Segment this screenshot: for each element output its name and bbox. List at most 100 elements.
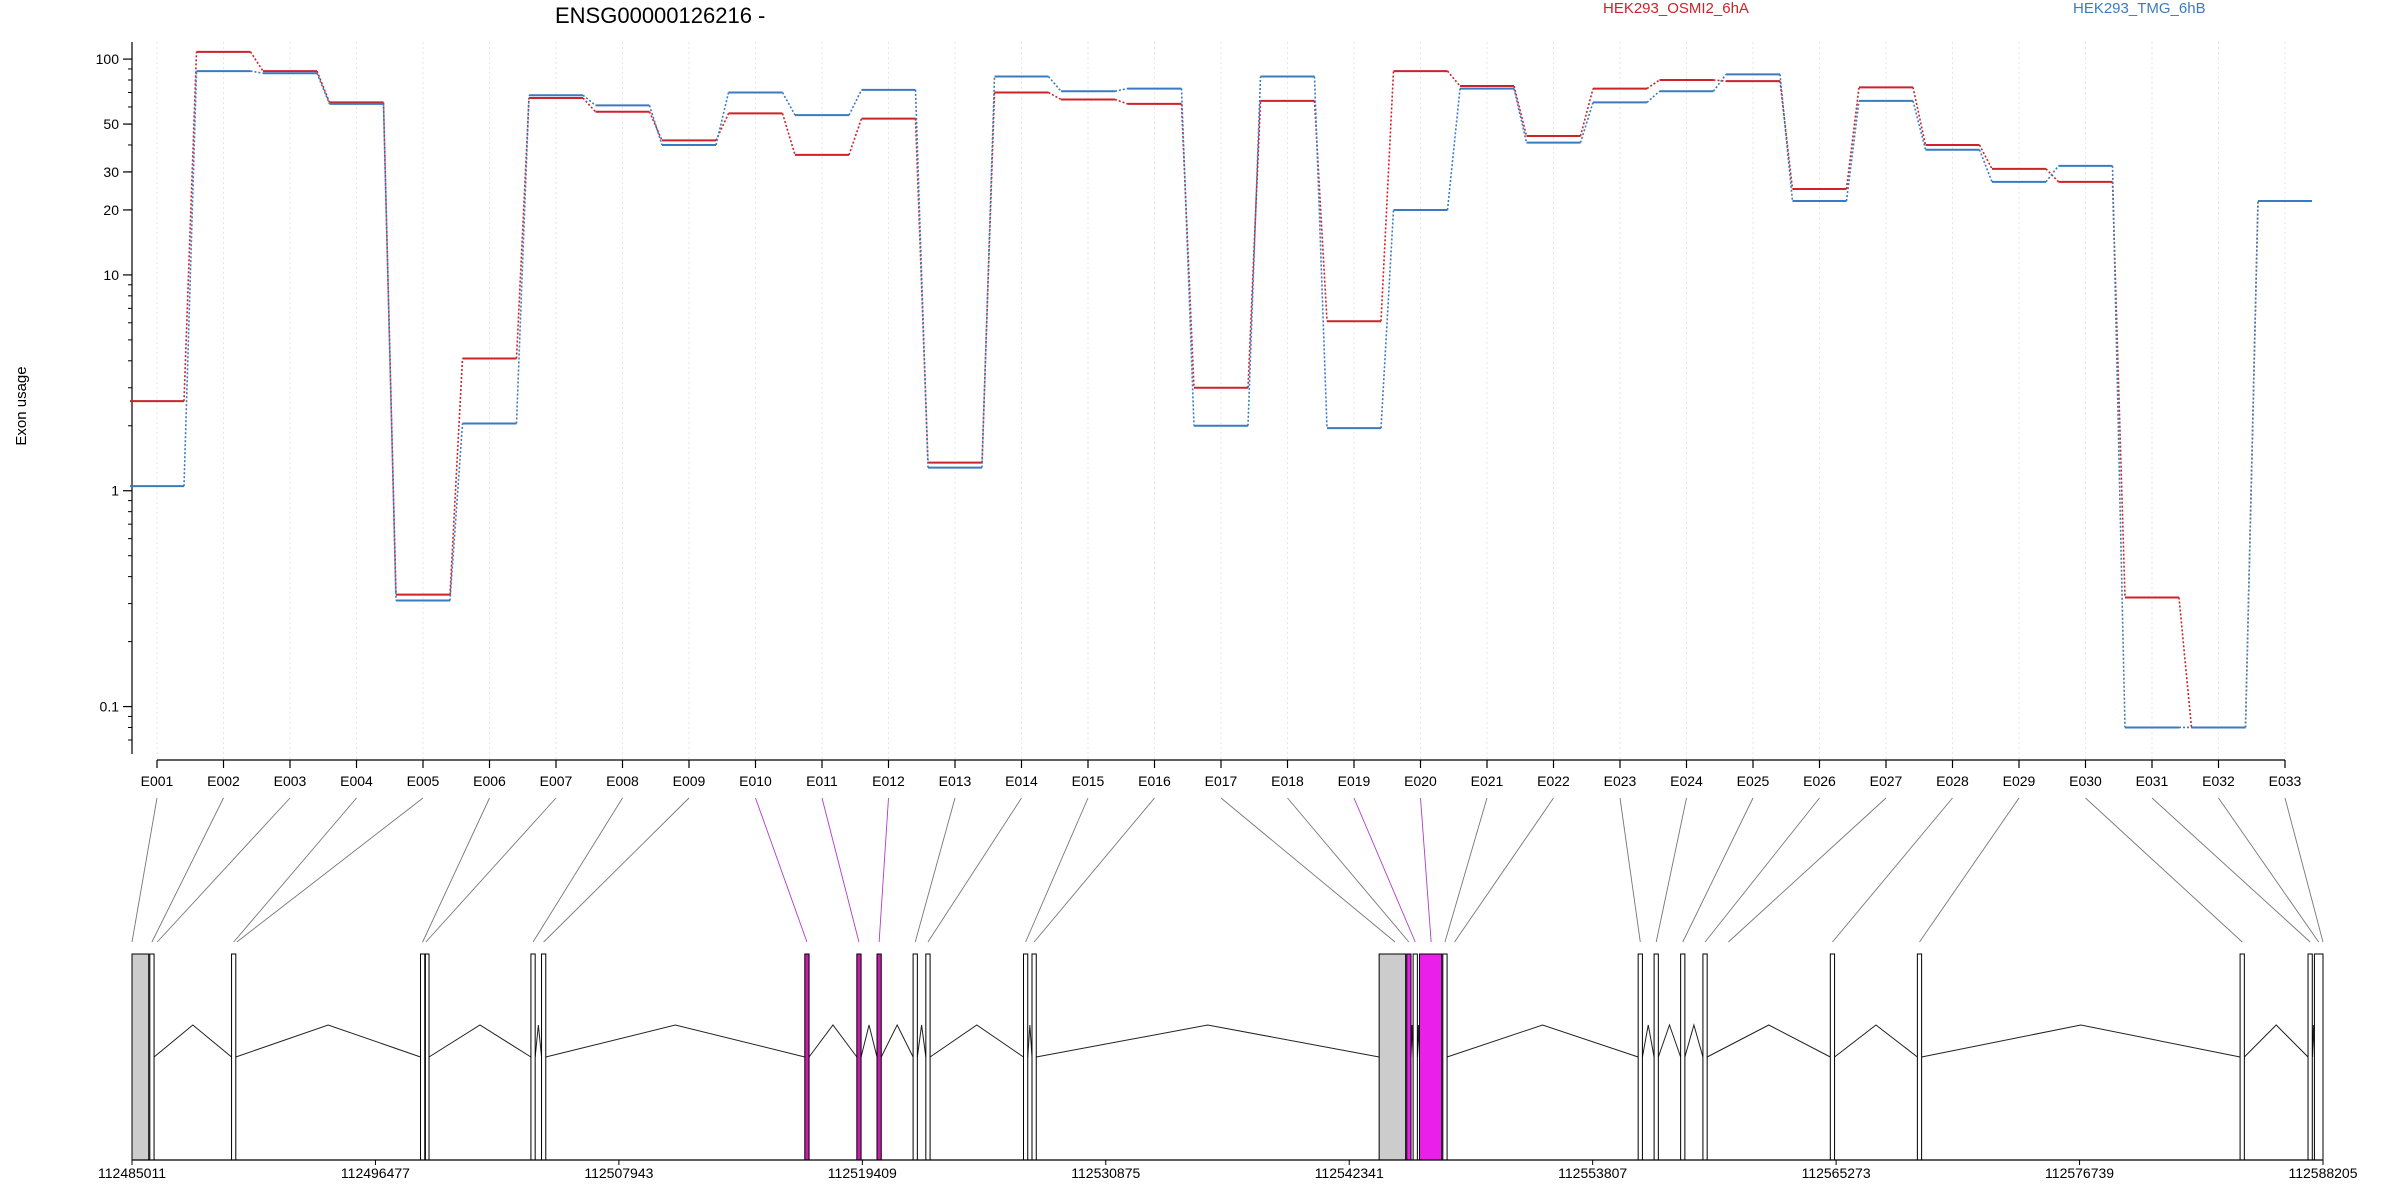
x-tick-label: E026: [1803, 773, 1836, 789]
series-connector: [1047, 76, 1062, 92]
exon-connector: [1454, 797, 1554, 943]
series-connector: [449, 358, 464, 595]
exon-connector: [2151, 797, 2311, 943]
x-tick-label: E029: [2003, 773, 2036, 789]
series-connector: [1513, 88, 1528, 143]
x-tick-label: E009: [673, 773, 706, 789]
exon-connector: [131, 797, 158, 943]
series-connector: [250, 70, 264, 75]
series-connector: [2244, 200, 2259, 728]
exon-connector: [1033, 797, 1155, 943]
exon-box: [131, 953, 150, 1161]
exon-box: [1637, 953, 1643, 1161]
x-tick-label: E014: [1005, 773, 1038, 789]
genomic-axis: 112485011 112496477 112507943 112519409 1125…: [98, 1159, 2358, 1181]
series-connector: [249, 51, 264, 72]
x-tick-label: E005: [407, 773, 440, 789]
x-tick-label: E001: [141, 773, 174, 789]
series-connector: [2178, 597, 2193, 728]
series-connector: [1579, 102, 1594, 143]
exon-connector: [151, 797, 224, 943]
intron-line: [235, 1024, 421, 1058]
exon-connector: [236, 797, 424, 943]
legend-entry-tmg: HEK293_TMG_6hB: [2073, 0, 2206, 17]
intron-line: [534, 1024, 543, 1058]
x-tick-label: E018: [1271, 773, 1304, 789]
intron-line: [929, 1024, 1024, 1058]
x-tick-label: E024: [1670, 773, 1703, 789]
y-tick-label: 0.1: [100, 699, 120, 715]
series-connector: [1646, 90, 1661, 103]
exon-box: [1031, 953, 1037, 1161]
x-tick-label: E027: [1870, 773, 1903, 789]
x-tick-label: E022: [1537, 773, 1570, 789]
y-tick-label: 10: [103, 267, 119, 283]
x-tick-label: E008: [606, 773, 639, 789]
exon-box: [1653, 953, 1659, 1161]
series-connector: [648, 111, 663, 141]
exon-connector: [156, 797, 291, 943]
intron-line: [880, 1023, 914, 1058]
intron-line: [545, 1024, 805, 1058]
intron-line: [916, 1024, 927, 1058]
y-tick-label: 30: [103, 164, 119, 180]
exon-connector: [1353, 797, 1416, 943]
series-connector: [2045, 168, 2060, 183]
x-tick-label: E015: [1072, 773, 1105, 789]
intron-line: [1657, 1023, 1682, 1058]
series-connector: [848, 118, 863, 156]
series-connector: [382, 103, 397, 601]
exon-box: [530, 953, 536, 1161]
intron-line: [1684, 1023, 1704, 1058]
series-connector: [914, 89, 929, 468]
exon-connector: [927, 797, 1022, 943]
y-tick-label: 1: [111, 483, 119, 499]
exon-connector: [1919, 797, 2020, 943]
exon-box: [1916, 953, 1923, 1161]
y-axis: 0.1 1 10 20 30 50 100: [96, 42, 133, 754]
exon-box: [856, 953, 862, 1161]
intron-line: [1834, 1024, 1918, 1058]
intron-line: [2243, 1024, 2309, 1058]
series-connector: [1912, 100, 1927, 150]
x-tick-label: E006: [473, 773, 506, 789]
genomic-tick-label: 112565273: [1802, 1165, 1871, 1181]
exon-connector: [2218, 797, 2320, 943]
series-connector: [1446, 88, 1461, 211]
series-connector: [582, 97, 597, 113]
series-connector: [1779, 74, 1794, 202]
exon-box: [420, 953, 426, 1161]
exon-box: [1412, 953, 1418, 1161]
series-connector: [781, 113, 796, 156]
exon-box: [1378, 953, 1407, 1161]
series-connector: [2111, 165, 2126, 728]
series-connector: [1380, 209, 1395, 429]
exon-box: [1406, 953, 1412, 1161]
series-connector: [1180, 88, 1195, 426]
exon-box: [912, 953, 918, 1161]
plot-series: [130, 50, 2312, 729]
intron-line: [1027, 1024, 1033, 1058]
series-connector: [183, 51, 198, 402]
genomic-tick-label: 112588205: [2288, 1165, 2357, 1181]
x-tick-label: E021: [1471, 773, 1504, 789]
exon-box: [1418, 953, 1443, 1161]
x-tick-label: E025: [1737, 773, 1770, 789]
exon-box: [2313, 953, 2324, 1161]
exon-connector: [532, 797, 623, 943]
x-tick-label: E019: [1338, 773, 1371, 789]
x-tick-label: E003: [274, 773, 307, 789]
series-connector: [515, 95, 530, 424]
chart-title: ENSG00000126216 -: [555, 3, 765, 28]
intron-line: [860, 1024, 878, 1058]
exon-box: [541, 953, 547, 1161]
intron-line: [1706, 1024, 1831, 1058]
exon-connector: [821, 797, 860, 943]
exon-connector: [2284, 797, 2324, 943]
exon-box: [231, 953, 237, 1161]
x-tick-label: E017: [1205, 773, 1238, 789]
genomic-tick-label: 112519409: [828, 1165, 897, 1181]
y-tick-label: 50: [103, 116, 119, 132]
series-connector: [582, 94, 597, 107]
